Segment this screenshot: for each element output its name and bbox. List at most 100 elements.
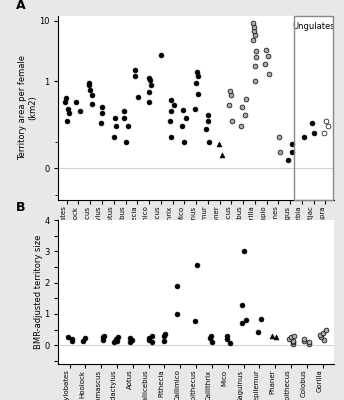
Point — [278, 149, 283, 156]
Point — [171, 102, 176, 108]
Point — [292, 333, 297, 340]
Point — [168, 108, 174, 114]
Point — [228, 87, 233, 94]
Point — [127, 339, 132, 345]
Text: Territorial: Territorial — [154, 264, 191, 273]
Point — [216, 141, 222, 148]
Point — [307, 340, 312, 347]
Point — [132, 66, 138, 73]
Point — [100, 334, 105, 340]
Point — [146, 99, 152, 105]
Point — [162, 331, 168, 338]
Point — [321, 336, 326, 343]
Point — [241, 248, 247, 254]
Point — [161, 338, 166, 345]
Point — [147, 336, 152, 343]
Point — [290, 141, 295, 148]
Point — [192, 318, 197, 324]
Point — [114, 123, 119, 129]
Point — [286, 336, 291, 342]
Point — [73, 98, 79, 105]
Y-axis label: BMR-adjusted territory size: BMR-adjusted territory size — [34, 235, 43, 349]
Point — [325, 123, 331, 129]
Point — [253, 62, 258, 69]
Point — [125, 123, 131, 129]
Point — [174, 311, 180, 317]
Point — [146, 75, 152, 81]
Point — [132, 73, 138, 80]
Point — [78, 108, 83, 114]
Point — [69, 337, 75, 344]
Point — [311, 130, 317, 136]
Point — [112, 114, 118, 121]
Point — [265, 53, 270, 59]
Point — [83, 335, 88, 342]
Point — [149, 333, 155, 340]
Point — [239, 320, 245, 326]
Text: Callitrichids: Callitrichids — [140, 330, 181, 336]
Point — [101, 333, 107, 340]
Point — [63, 95, 68, 102]
Point — [180, 107, 185, 114]
Point — [321, 130, 326, 136]
Point — [194, 69, 200, 75]
Point — [65, 106, 71, 112]
Point — [301, 134, 307, 140]
Point — [168, 97, 174, 104]
Point — [291, 339, 296, 345]
Point — [147, 77, 152, 83]
Point — [219, 152, 224, 158]
Point — [205, 111, 211, 118]
Point — [229, 118, 235, 124]
Point — [250, 37, 256, 43]
Point — [65, 118, 70, 124]
Point — [306, 339, 312, 345]
Point — [269, 333, 275, 339]
Point — [258, 316, 264, 322]
Point — [240, 103, 245, 110]
Point — [255, 329, 260, 335]
Point — [111, 339, 117, 345]
Text: Ungulates: Ungulates — [292, 22, 335, 31]
Point — [239, 301, 245, 308]
Point — [192, 106, 198, 112]
Point — [207, 335, 212, 342]
Point — [174, 282, 180, 289]
Point — [208, 333, 213, 339]
Text: Hylobatids
(Gibbons): Hylobatids (Gibbons) — [66, 330, 103, 344]
Text: A: A — [16, 0, 25, 12]
Point — [243, 96, 248, 102]
Point — [65, 334, 70, 340]
Point — [205, 118, 211, 124]
Point — [277, 134, 282, 140]
Point — [252, 32, 257, 38]
Point — [262, 61, 268, 68]
Point — [210, 339, 215, 345]
Point — [179, 123, 184, 129]
Point — [121, 108, 127, 114]
Point — [149, 339, 155, 345]
Bar — [294, 16, 333, 200]
Point — [113, 336, 119, 342]
Y-axis label: Territory area per female
(km2): Territory area per female (km2) — [18, 56, 37, 160]
Point — [114, 337, 120, 344]
Point — [321, 330, 326, 336]
Point — [273, 334, 279, 340]
Point — [146, 89, 152, 96]
Point — [195, 90, 201, 97]
Point — [193, 80, 199, 86]
Point — [243, 317, 249, 323]
Point — [146, 335, 151, 342]
Point — [302, 336, 307, 342]
Point — [318, 334, 324, 340]
Point — [226, 102, 232, 108]
Point — [81, 337, 86, 344]
Point — [115, 334, 120, 340]
Point — [318, 332, 323, 338]
Point — [161, 333, 167, 339]
Point — [288, 334, 294, 340]
Point — [206, 138, 212, 145]
Point — [224, 336, 229, 342]
Point — [149, 82, 154, 89]
Point — [169, 134, 174, 140]
